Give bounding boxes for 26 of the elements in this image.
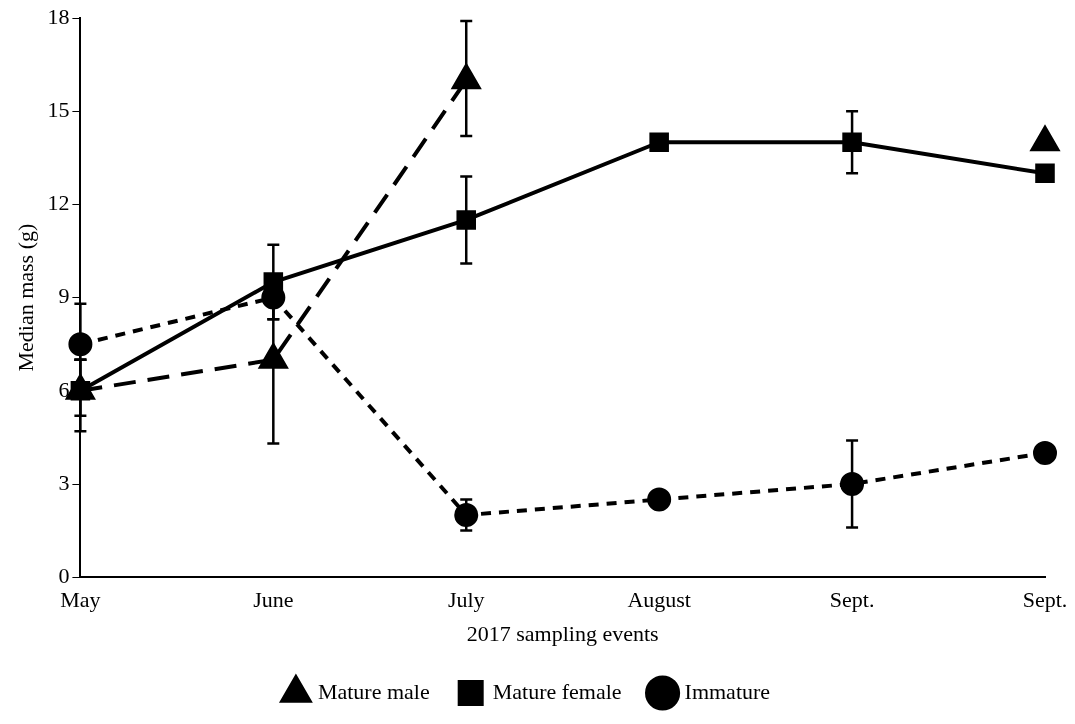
y-tick-label: 6 bbox=[58, 376, 70, 402]
point bbox=[647, 487, 672, 512]
point bbox=[649, 132, 669, 153]
legend-label: Mature male bbox=[317, 678, 430, 704]
point bbox=[454, 503, 479, 528]
point bbox=[842, 132, 862, 153]
x-tick-label: July bbox=[447, 587, 485, 613]
point bbox=[456, 210, 477, 230]
point bbox=[1033, 440, 1057, 465]
y-tick-label: 3 bbox=[58, 469, 70, 495]
x-tick-label: June bbox=[253, 587, 294, 613]
legend-label: Immature bbox=[684, 678, 771, 704]
point bbox=[840, 472, 865, 496]
y-tick-label: 18 bbox=[47, 3, 70, 29]
x-tick-label: Sept. bbox=[1022, 587, 1068, 613]
x-axis-title: 2017 sampling events bbox=[466, 620, 659, 646]
y-tick-label: 12 bbox=[47, 190, 70, 216]
x-tick-label: August bbox=[627, 587, 691, 613]
y-axis-title: Median mass (g) bbox=[12, 223, 38, 372]
y-tick-label: 15 bbox=[47, 96, 70, 122]
y-tick-label: 9 bbox=[58, 283, 70, 309]
legend-label: Mature female bbox=[492, 678, 622, 704]
point bbox=[1035, 163, 1055, 184]
x-tick-label: Sept. bbox=[829, 587, 875, 613]
y-tick-label: 0 bbox=[58, 562, 70, 588]
x-tick-label: May bbox=[60, 587, 101, 613]
